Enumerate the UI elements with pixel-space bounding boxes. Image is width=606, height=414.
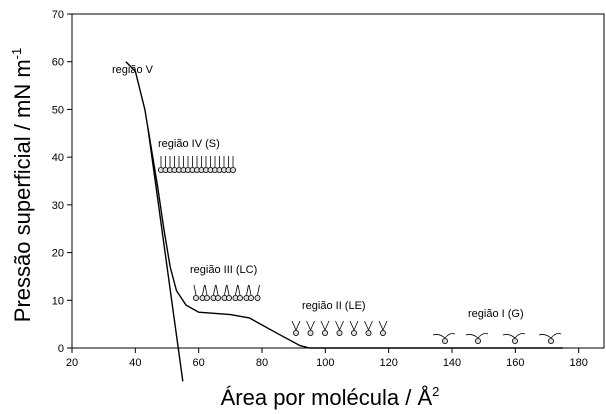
molecule-tail: [213, 284, 216, 296]
molecule-tail: [235, 284, 238, 296]
molecule-tail: [246, 284, 249, 296]
molecule-head: [254, 294, 261, 301]
x-tick-label: 120: [379, 357, 397, 369]
molecule-head: [512, 337, 519, 344]
molecule-tail: [224, 284, 227, 296]
y-tick-label: 70: [52, 9, 64, 21]
annotation: região I (G): [468, 308, 524, 320]
molecule-head: [350, 329, 357, 336]
molecule-tail: [306, 320, 315, 331]
molecule-tail: [248, 284, 252, 296]
annotation: região IV (S): [158, 138, 220, 150]
x-tick-label: 80: [256, 357, 268, 369]
y-axis-label-text: Pressão superficial / mN m: [10, 59, 35, 322]
molecule-tail: [538, 333, 562, 339]
molecule-head: [236, 294, 243, 301]
molecule-head: [379, 329, 386, 336]
molecule-head: [321, 329, 328, 336]
y-tick-label: 30: [52, 200, 64, 212]
x-tick-label: 60: [193, 357, 205, 369]
molecule-tail: [193, 284, 197, 296]
annotation: região III (LC): [190, 264, 257, 276]
molecule-tail: [465, 333, 489, 339]
y-axis-label: Pressão superficial / mN m-1: [9, 48, 35, 322]
x-tick-label: 20: [66, 357, 78, 369]
molecule-tail: [291, 320, 301, 331]
x-tick-label: 100: [316, 357, 334, 369]
molecule-tail: [502, 333, 526, 339]
molecule-head: [441, 337, 448, 344]
annotation: região II (LE): [302, 300, 366, 312]
molecule-head: [336, 329, 343, 336]
molecule-tail: [215, 284, 219, 296]
molecule-tail: [237, 284, 241, 296]
molecule-head: [229, 166, 236, 173]
molecule-tail: [202, 284, 205, 296]
molecule-head: [192, 294, 199, 301]
x-axis-label-sup: 2: [432, 384, 439, 399]
x-axis-label-text: Área por molécula / Å: [221, 385, 433, 410]
molecule-tail: [226, 284, 230, 296]
y-tick-label: 60: [52, 57, 64, 69]
x-axis-label: Área por molécula / Å2: [221, 384, 440, 410]
molecule-tail: [335, 320, 344, 331]
molecule-head: [474, 337, 481, 344]
molecule-tail: [320, 320, 330, 331]
molecule-tail: [349, 320, 359, 331]
y-axis-label-sup: -1: [9, 48, 24, 60]
molecule-tail: [257, 284, 260, 296]
molecule-head: [365, 329, 372, 336]
molecule-head: [225, 294, 232, 301]
x-tick-label: 160: [506, 357, 524, 369]
molecule-head: [307, 329, 314, 336]
y-tick-label: 0: [58, 343, 64, 355]
y-tick-label: 50: [52, 104, 64, 116]
molecule-head: [247, 294, 254, 301]
molecule-head: [292, 329, 299, 336]
y-tick-label: 40: [52, 152, 64, 164]
x-tick-label: 40: [129, 357, 141, 369]
x-tick-label: 180: [569, 357, 587, 369]
y-tick-label: 10: [52, 295, 64, 307]
molecule-head: [203, 294, 210, 301]
x-tick-label: 140: [443, 357, 461, 369]
y-tick-label: 20: [52, 248, 64, 260]
annotation: região V: [112, 64, 154, 76]
molecule-tail: [204, 284, 208, 296]
data-line: [147, 128, 184, 382]
molecule-tail: [364, 320, 373, 331]
molecule-tail: [378, 320, 388, 331]
molecule-head: [548, 337, 555, 344]
molecule-head: [214, 294, 221, 301]
molecule-tail: [432, 333, 456, 339]
